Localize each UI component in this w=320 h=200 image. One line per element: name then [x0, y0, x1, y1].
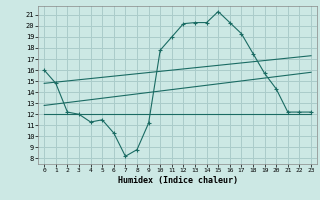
X-axis label: Humidex (Indice chaleur): Humidex (Indice chaleur) — [118, 176, 238, 185]
